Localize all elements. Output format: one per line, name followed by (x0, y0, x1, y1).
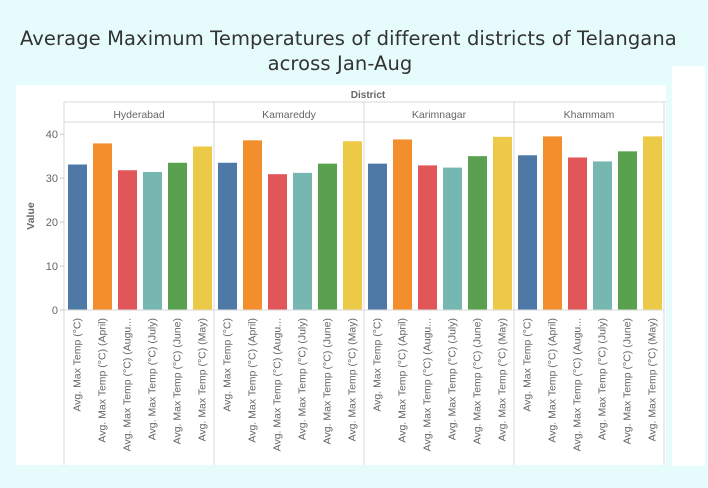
chart-title-line-2: across Jan-Aug (267, 52, 413, 75)
chart-title-line-1: Average Maximum Temperatures of differen… (20, 27, 677, 50)
bar-karimnagar-5 (493, 136, 512, 310)
x-tick-label: Avg. Max Temp (°C) (72, 318, 84, 412)
bar-khammam-3 (593, 161, 612, 310)
bar-kamareddy-0 (218, 162, 237, 310)
bar-hyderabad-1 (93, 143, 112, 310)
x-tick-label: Avg. Max Temp (°C) (April) (247, 318, 259, 443)
x-tick-label: Avg. Max Temp (°C) (Augu... (572, 318, 584, 451)
bar-kamareddy-1 (243, 140, 262, 310)
x-tick-label: Avg. Max Temp (°C) (June) (622, 318, 634, 444)
district-header-kamareddy: Kamareddy (262, 109, 316, 121)
x-tick-label: Avg. Max Temp (°C) (June) (172, 318, 184, 444)
x-tick-label: Avg. Max Temp (°C) (July) (597, 318, 609, 440)
district-header-hyderabad: Hyderabad (113, 109, 165, 121)
bar-khammam-4 (618, 151, 637, 310)
y-tick-label: 10 (46, 261, 58, 273)
column-header: District (351, 90, 386, 101)
x-tick-label: Avg. Max Temp (°C) (May) (347, 318, 359, 441)
x-tick-label: Avg. Max Temp (°C) (April) (397, 318, 409, 443)
x-tick-label: Avg. Max Temp (°C) (372, 318, 384, 412)
x-tick-label: Avg. Max Temp (°C) (May) (497, 318, 509, 441)
x-tick-label: Avg. Max Temp (°C) (June) (322, 318, 334, 444)
x-tick-label: Avg. Max Temp (°C) (Augu... (422, 318, 434, 451)
side-panel (672, 66, 705, 466)
bar-kamareddy-2 (268, 174, 287, 310)
x-tick-label: Avg. Max Temp (°C) (222, 318, 234, 412)
bar-karimnagar-4 (468, 156, 487, 310)
x-tick-label: Avg. Max Temp (°C) (522, 318, 534, 412)
bar-khammam-1 (543, 136, 562, 310)
bar-kamareddy-5 (343, 141, 362, 310)
district-header-karimnagar: Karimnagar (412, 109, 467, 121)
chart-title: Average Maximum Temperatures of differen… (20, 26, 677, 76)
x-tick-label: Avg. Max Temp (°C) (July) (447, 318, 459, 440)
y-axis-label: Value (25, 202, 37, 230)
x-tick-label: Avg. Max Temp (°C) (April) (97, 318, 109, 443)
bar-karimnagar-1 (393, 139, 412, 310)
x-tick-label: Avg. Max Temp (°C) (July) (297, 318, 309, 440)
bar-kamareddy-4 (318, 163, 337, 310)
bar-hyderabad-4 (168, 162, 187, 310)
bar-hyderabad-0 (68, 164, 87, 310)
bar-karimnagar-2 (418, 165, 437, 310)
x-tick-label: Avg. Max Temp (°C) (July) (147, 318, 159, 440)
y-tick-label: 30 (46, 173, 58, 185)
bar-hyderabad-2 (118, 170, 137, 310)
bar-chart: District Hyderabad Kamareddy Karimnagar Kham… (25, 90, 666, 465)
y-tick-label: 20 (46, 217, 58, 229)
bar-karimnagar-3 (443, 167, 462, 310)
x-tick-label: Avg. Max Temp (°C) (May) (197, 318, 209, 441)
y-tick-label: 0 (52, 305, 58, 317)
bar-karimnagar-0 (368, 163, 387, 310)
bar-hyderabad-3 (143, 171, 162, 310)
bar-kamareddy-3 (293, 172, 312, 310)
district-header-khammam: Khammam (564, 109, 615, 121)
bar-khammam-2 (568, 157, 587, 310)
bar-khammam-0 (518, 155, 537, 310)
x-tick-label: Avg. Max Temp (°C) (Augu... (272, 318, 284, 451)
x-tick-label: Avg. Max Temp (°C) (June) (472, 318, 484, 444)
x-tick-label: Avg. Max Temp (°C) (May) (647, 318, 659, 441)
bar-hyderabad-5 (193, 146, 212, 310)
chart-panel: District Hyderabad Kamareddy Karimnagar Kham… (16, 85, 666, 465)
y-tick-label: 40 (46, 129, 58, 141)
x-tick-label: Avg. Max Temp (°C) (Augu... (122, 318, 134, 451)
x-tick-label: Avg. Max Temp (°C) (April) (547, 318, 559, 443)
bar-khammam-5 (643, 136, 662, 310)
